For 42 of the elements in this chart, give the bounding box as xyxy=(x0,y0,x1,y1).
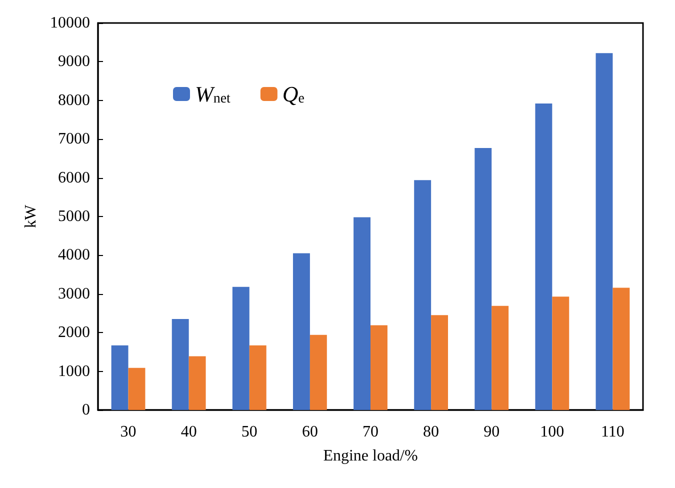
bar xyxy=(474,148,492,410)
bar xyxy=(535,103,552,410)
legend-label: Qe xyxy=(282,82,305,106)
bar xyxy=(310,334,327,410)
x-tick-label: 90 xyxy=(484,424,500,440)
legend-label: Wnet xyxy=(195,82,231,106)
y-tick-label: 4000 xyxy=(58,246,90,264)
y-axis-title: kW xyxy=(22,204,40,228)
y-tick-label: 5000 xyxy=(58,208,90,225)
bar xyxy=(596,53,613,410)
y-tick-label: 2000 xyxy=(58,324,90,342)
x-axis-title: Engine load/% xyxy=(323,448,418,464)
x-tick-label: 50 xyxy=(241,424,258,440)
bar xyxy=(111,345,128,410)
x-tick-label: 40 xyxy=(180,424,197,440)
bar xyxy=(431,315,448,410)
y-tick-label: 10000 xyxy=(50,14,90,32)
y-tick-label: 0 xyxy=(82,402,90,418)
x-tick-label: 80 xyxy=(423,424,440,440)
bar xyxy=(188,356,206,410)
bar xyxy=(128,368,146,410)
bar xyxy=(552,296,570,410)
bar xyxy=(354,217,370,410)
x-tick-label: 60 xyxy=(302,424,318,440)
bar xyxy=(172,319,189,410)
y-tick-label: 7000 xyxy=(58,130,90,148)
bar xyxy=(249,345,266,410)
bar xyxy=(232,286,250,410)
bar xyxy=(370,325,388,410)
y-tick-label: 1000 xyxy=(58,362,90,380)
y-tick-label: 6000 xyxy=(58,169,90,186)
y-tick-label: 9000 xyxy=(58,53,90,70)
x-tick-label: 30 xyxy=(120,424,136,440)
y-tick-label: 8000 xyxy=(58,92,90,109)
bar xyxy=(612,288,630,410)
y-tick-label: 3000 xyxy=(58,285,90,302)
bar xyxy=(492,306,509,410)
bar xyxy=(414,180,432,410)
x-tick-label: 100 xyxy=(540,424,564,440)
x-tick-label: 110 xyxy=(601,424,624,440)
bar xyxy=(292,253,310,410)
x-tick-label: 70 xyxy=(362,424,378,440)
